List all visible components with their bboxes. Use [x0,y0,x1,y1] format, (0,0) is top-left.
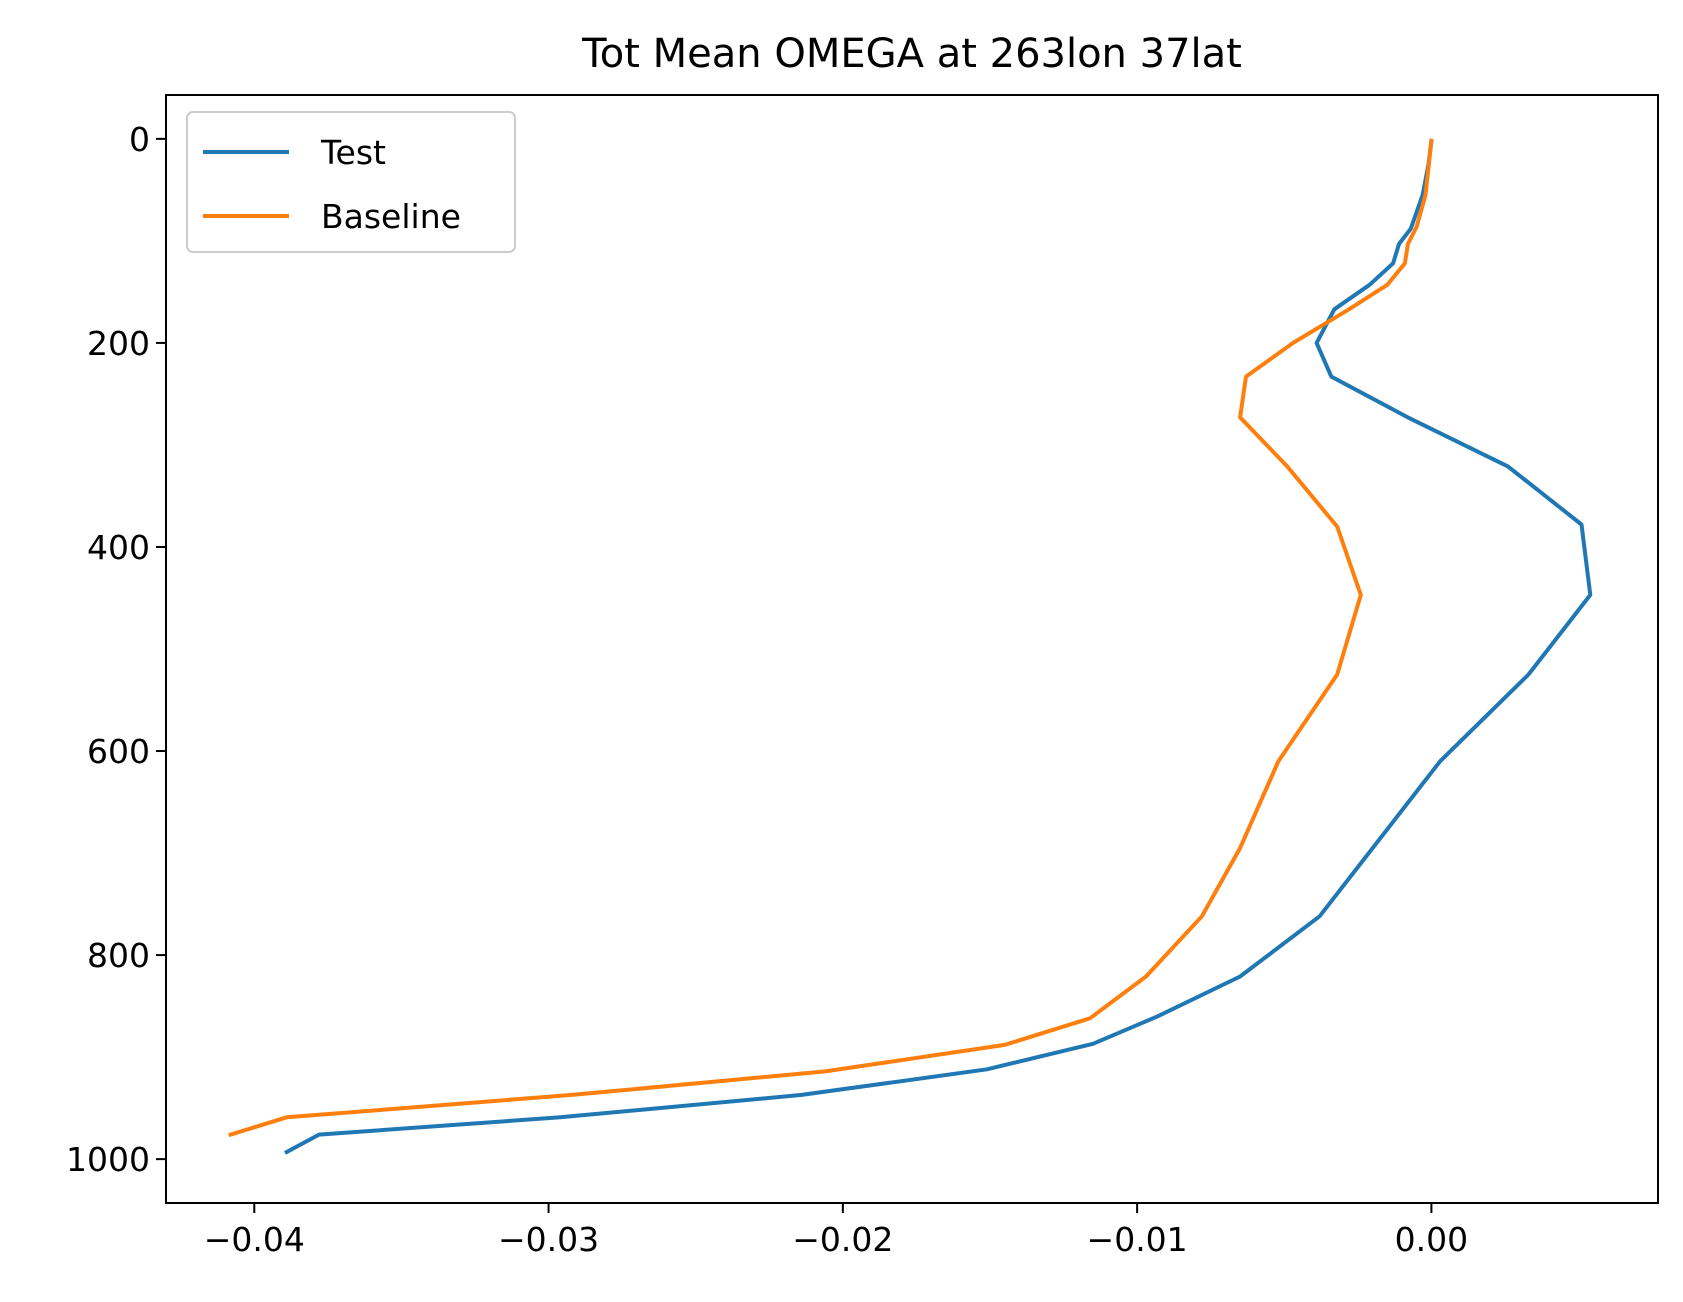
y-tick-label: 1000 [66,1140,150,1179]
series-line-test [283,138,1593,1155]
chart-title: Tot Mean OMEGA at 263lon 37lat [581,31,1242,77]
x-tick-label: −0.04 [204,1220,305,1259]
legend-label-baseline: Baseline [321,197,461,236]
x-axis: −0.04 −0.03 −0.02 −0.01 0.00 [204,1203,1468,1259]
series-line-baseline [228,138,1434,1138]
x-tick-label: 0.00 [1395,1220,1468,1259]
plot-area [165,94,1659,1204]
plot-frame [165,94,1659,1204]
legend: Test Baseline [186,111,516,253]
x-tick-label: −0.03 [498,1220,599,1259]
y-tick-label: 200 [87,324,150,363]
y-axis: 0 200 400 600 800 1000 [66,120,166,1179]
y-tick-label: 600 [87,732,150,771]
y-tick-label: 800 [87,936,150,975]
x-tick-label: −0.01 [1087,1220,1188,1259]
legend-label-test: Test [320,133,386,172]
y-tick-label: 400 [87,528,150,567]
x-tick-label: −0.02 [792,1220,893,1259]
y-tick-label: 0 [129,120,150,159]
